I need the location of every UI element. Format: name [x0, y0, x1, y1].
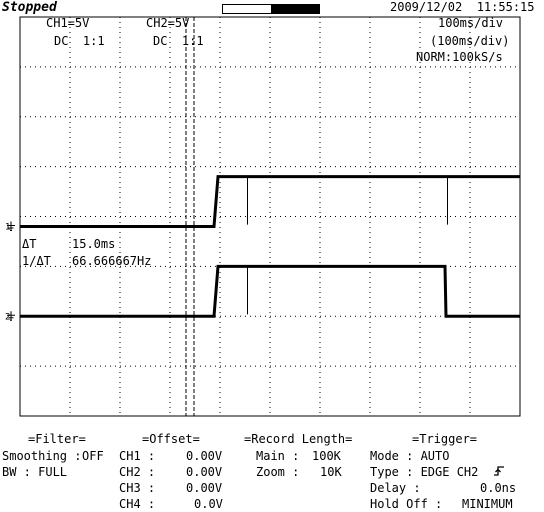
- delta-t-label: ΔT: [22, 237, 37, 251]
- time-cursors: [185, 17, 195, 416]
- time-div-readout: 100ms/div: [438, 16, 504, 30]
- ch2-waveform: [20, 264, 520, 318]
- record-main-value: 100K: [312, 449, 341, 463]
- rising-edge-icon: [493, 463, 505, 482]
- offset-ch3-label: CH3 :: [119, 481, 156, 495]
- smoothing-value: OFF: [82, 449, 104, 463]
- offset-ch3-value: 0.00V: [186, 481, 223, 495]
- sample-rate-readout: NORM:100kS/s: [416, 50, 503, 64]
- trigger-delay-value: 0.0ns: [480, 481, 517, 495]
- offset-ch4-value: 0.0V: [194, 497, 223, 511]
- trigger-holdoff-label: Hold Off :: [370, 497, 443, 511]
- record-length-title: =Record Length=: [244, 432, 353, 446]
- offset-ch2-label: CH2 :: [119, 465, 156, 479]
- inv-delta-t-value: 66.666667Hz: [72, 254, 152, 268]
- ch1-ground-icon: [7, 221, 15, 231]
- filter-title: =Filter=: [28, 432, 86, 446]
- ch1-marker: 1: [5, 222, 10, 232]
- screen-border: [19, 16, 521, 417]
- ch1-scale: CH1=5V: [46, 16, 90, 30]
- ch2-marker: 2: [5, 312, 10, 322]
- datetime-readout: 2009/12/02 11:55:15: [390, 0, 535, 14]
- record-position-bar: [222, 4, 320, 14]
- delta-t-value: 15.0ms: [72, 237, 116, 251]
- bw-setting: BW : FULL: [2, 465, 68, 479]
- scope-screen: 1 2: [5, 16, 521, 417]
- channel-markers: 1 2: [5, 221, 15, 322]
- trigger-holdoff-value: MINIMUM: [462, 497, 513, 511]
- offset-ch1-label: CH1 :: [119, 449, 156, 463]
- trigger-delay-label: Delay :: [370, 481, 421, 495]
- offset-ch4-label: CH4 :: [119, 497, 156, 511]
- trigger-type: Type : EDGE CH2: [370, 465, 479, 479]
- graticule: [20, 17, 520, 416]
- record-main-label: Main :: [256, 449, 300, 463]
- time-div-paren-readout: (100ms/div): [430, 34, 510, 48]
- ch2-coupling: DC 1:1: [153, 34, 204, 48]
- smoothing-label: Smoothing :: [2, 449, 82, 463]
- status-label: Stopped: [2, 0, 57, 15]
- offset-title: =Offset=: [142, 432, 200, 446]
- record-zoom-label: Zoom :: [256, 465, 300, 479]
- trigger-mode: Mode : AUTO: [370, 449, 450, 463]
- waveforms: [20, 175, 520, 318]
- record-position-fill: [271, 5, 319, 13]
- record-zoom-value: 10K: [320, 465, 342, 479]
- ch2-scale: CH2=5V: [146, 16, 190, 30]
- offset-ch2-value: 0.00V: [186, 465, 223, 479]
- ch1-coupling: DC 1:1: [54, 34, 105, 48]
- trigger-title: =Trigger=: [412, 432, 478, 446]
- ch1-waveform: [20, 175, 520, 228]
- offset-ch1-value: 0.00V: [186, 449, 223, 463]
- ch2-ground-icon: [7, 311, 15, 321]
- inv-delta-t-label: 1/ΔT: [22, 254, 51, 268]
